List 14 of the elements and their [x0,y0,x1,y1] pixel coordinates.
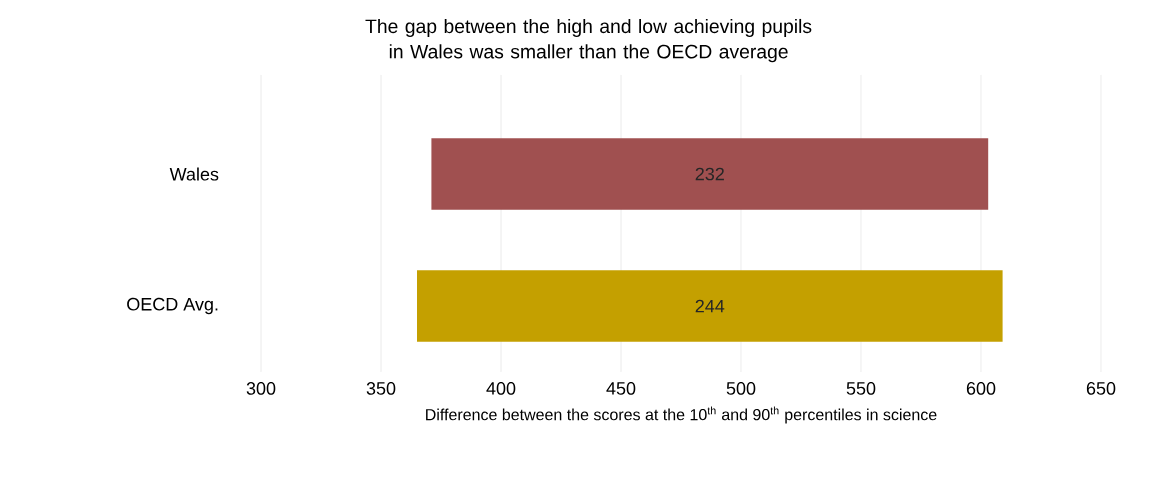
x-axis-title: Difference between the scores at the 10$^{th}$ and 90$^{th}$ percentiles in science [426,406,937,424]
x-tick-label: 650 [1086,382,1116,395]
y-tick-label: Wales [169,167,219,181]
data-label: 232 [695,167,724,181]
y-tick-label: OECD Avg. [127,297,218,315]
x-tick-label: 550 [846,382,876,395]
x-tick-label: 300 [246,382,276,395]
x-tick-label: 350 [366,382,396,395]
x-tick-label: 450 [606,382,636,395]
x-tick-label: 600 [966,382,996,395]
chart-title: The gap between the high and low achieving pupils in Wales was smaller than the OECD average [365,18,812,63]
data-label: 244 [695,299,725,313]
x-tick-label: 400 [486,382,516,395]
x-tick-label: 500 [726,382,756,395]
